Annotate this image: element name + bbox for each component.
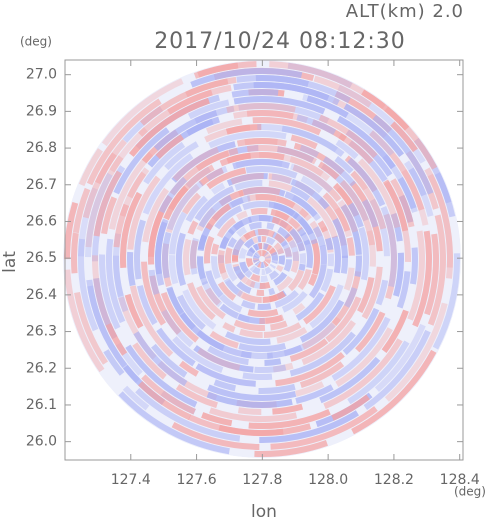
radar-arc bbox=[258, 232, 273, 235]
radar-arc bbox=[286, 259, 289, 270]
radar-arc bbox=[323, 246, 324, 265]
radar-arc bbox=[130, 252, 133, 285]
x-tick-label: 128.2 bbox=[374, 472, 414, 488]
radar-arc bbox=[264, 246, 268, 247]
x-tick-label: 127.4 bbox=[111, 472, 151, 488]
radar-arc bbox=[262, 264, 266, 265]
radar-arc bbox=[201, 236, 205, 250]
radar-arc bbox=[259, 253, 261, 254]
radar-arc bbox=[251, 211, 267, 212]
radar-arc bbox=[257, 254, 259, 255]
radar-arc bbox=[335, 236, 338, 272]
radar-arc bbox=[253, 240, 257, 241]
radar-arc bbox=[281, 256, 282, 264]
radar-arc bbox=[256, 260, 257, 262]
radar-arc bbox=[250, 225, 262, 227]
y-tick-label: 26.1 bbox=[26, 397, 57, 413]
altitude-label: ALT(km) 2.0 bbox=[346, 1, 464, 22]
radar-arc bbox=[242, 249, 245, 258]
radar-arc bbox=[265, 254, 266, 256]
radar-arc bbox=[230, 239, 234, 247]
y-tick-label: 26.9 bbox=[26, 103, 57, 119]
radar-arc bbox=[248, 312, 277, 314]
radar-arc bbox=[301, 264, 302, 270]
radar-image bbox=[63, 60, 461, 458]
radar-arc bbox=[357, 256, 359, 277]
y-unit: (deg) bbox=[20, 35, 52, 49]
radar-arc bbox=[262, 253, 265, 254]
radar-arc bbox=[349, 238, 351, 256]
x-tick-label: 128.0 bbox=[308, 472, 348, 488]
radar-arc bbox=[254, 269, 260, 272]
radar-arc bbox=[272, 265, 273, 267]
radar-arc bbox=[413, 248, 415, 284]
radar-arc bbox=[232, 92, 278, 95]
radar-arc bbox=[254, 367, 285, 370]
radar-arc bbox=[254, 247, 257, 249]
radar-arc bbox=[258, 306, 271, 307]
radar-arc bbox=[267, 240, 274, 243]
radar-arc bbox=[238, 410, 261, 412]
radar-arc bbox=[252, 276, 260, 279]
radar-arc bbox=[261, 278, 268, 279]
y-tick-label: 26.0 bbox=[26, 434, 57, 450]
radar-arc bbox=[264, 361, 280, 363]
y-axis-label: lat bbox=[0, 251, 20, 273]
x-tick-label: 127.6 bbox=[177, 472, 217, 488]
x-axis-label: lon bbox=[251, 502, 277, 521]
y-tick-label: 26.2 bbox=[26, 360, 57, 376]
radar-arc bbox=[221, 250, 223, 272]
radar-arc bbox=[328, 239, 330, 250]
radar-arc bbox=[242, 303, 255, 307]
y-tick-label: 26.3 bbox=[26, 324, 57, 340]
radar-arc bbox=[267, 225, 274, 227]
radar-arc bbox=[238, 213, 247, 217]
y-tick-label: 26.7 bbox=[26, 177, 57, 193]
radar-arc bbox=[240, 332, 263, 335]
radar-arc bbox=[273, 253, 275, 261]
radar-arc bbox=[266, 263, 267, 264]
radar-arc bbox=[243, 204, 268, 207]
radar-arc bbox=[247, 272, 251, 276]
radar-arc bbox=[238, 141, 287, 144]
y-tick-label: 26.6 bbox=[26, 213, 57, 229]
radar-arc bbox=[257, 263, 259, 265]
radar-arc bbox=[311, 274, 315, 284]
radar-arc bbox=[239, 346, 285, 349]
y-tick-label: 26.8 bbox=[26, 140, 57, 156]
radar-arc bbox=[247, 113, 293, 116]
radar-arc bbox=[249, 218, 270, 220]
radar-arc bbox=[252, 267, 254, 269]
x-tick-label: 128.4 bbox=[440, 472, 480, 488]
radar-arc bbox=[193, 239, 196, 274]
y-tick-label: 26.5 bbox=[26, 250, 57, 266]
radar-arc bbox=[228, 248, 230, 263]
x-tick-label: 127.8 bbox=[242, 472, 282, 488]
radar-arc bbox=[249, 258, 251, 265]
radar-arc bbox=[266, 269, 271, 272]
radar-arc bbox=[256, 256, 257, 258]
radar-arc bbox=[269, 291, 274, 293]
radar-arc bbox=[267, 260, 268, 262]
radar-arc bbox=[278, 266, 280, 270]
radar-arc bbox=[172, 255, 175, 283]
chart-title: 2017/10/24 08:12:30 bbox=[154, 29, 406, 54]
radar-arc bbox=[247, 281, 255, 285]
radar-arc bbox=[259, 264, 261, 265]
radar-arc bbox=[214, 244, 216, 254]
radar-arc bbox=[186, 240, 189, 275]
y-tick-label: 26.4 bbox=[26, 287, 57, 303]
radar-arc bbox=[200, 257, 203, 279]
radar-arc bbox=[268, 248, 273, 253]
radar-arc bbox=[260, 285, 270, 286]
y-tick-label: 27.0 bbox=[26, 67, 57, 83]
radar-arc bbox=[344, 256, 345, 274]
radar-arc bbox=[74, 233, 76, 273]
radar-arc bbox=[243, 375, 272, 377]
radar-arc bbox=[314, 240, 317, 274]
